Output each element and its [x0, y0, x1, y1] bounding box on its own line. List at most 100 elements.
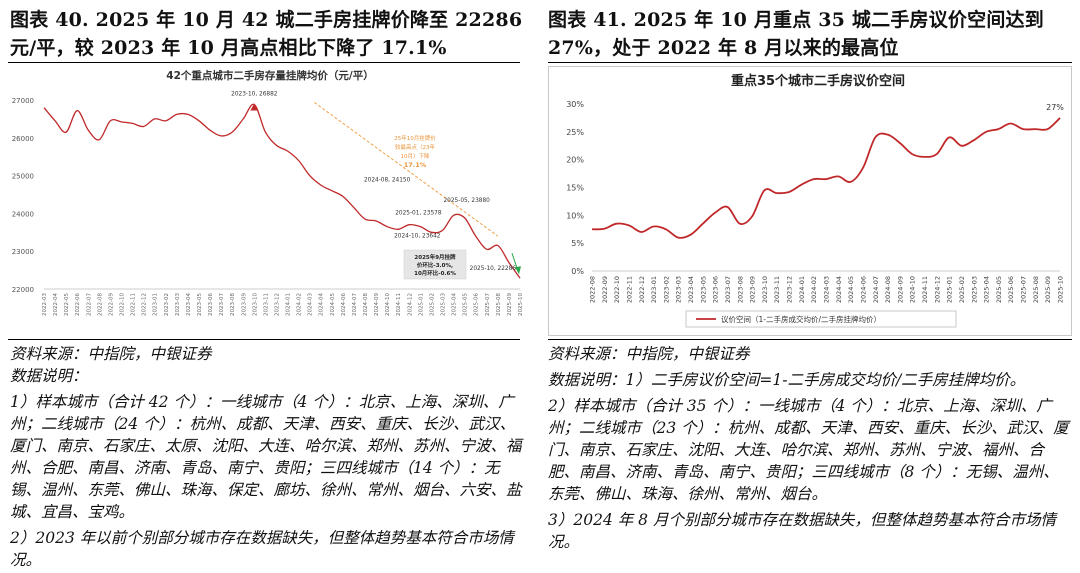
x-tick-label: 2024-01 — [798, 276, 806, 303]
x-tick-label: 2023-01 — [650, 276, 658, 303]
callout-box — [403, 249, 467, 280]
x-tick-label: 2023-09 — [241, 293, 247, 316]
x-tick-label: 2023-08 — [736, 276, 744, 303]
x-tick-label: 2022-03 — [42, 293, 48, 316]
x-tick-label: 2024-11 — [921, 276, 929, 303]
x-tick-label: 2024-12 — [407, 293, 413, 316]
note-right-2: 2）样本城市（合计 35 个）：一线城市（4 个）：北京、上海、深圳、广州；二线… — [548, 397, 1069, 503]
x-tick-label: 2024-03 — [308, 293, 314, 316]
x-tick-label: 2024-01 — [286, 293, 292, 316]
callout-box-line: 2025年9月挂牌 — [414, 253, 456, 261]
callout-box-line: 价环比-3.0%, — [417, 261, 453, 269]
source-left: 资料来源：中指院，中银证券 — [10, 345, 212, 363]
figure-title-right: 图表 41. 2025 年 10 月重点 35 城二手房议价空间达到 27%，处… — [548, 9, 1044, 59]
x-tick-label: 2025-01 — [418, 293, 424, 316]
x-tick-label: 2024-06 — [341, 293, 347, 316]
y-tick-label: 15% — [566, 184, 584, 193]
x-tick-label: 2025-05 — [463, 293, 469, 316]
x-tick-label: 2023-06 — [712, 276, 720, 303]
x-tick-label: 2023-04 — [687, 276, 695, 303]
x-tick-label: 2022-06 — [75, 293, 81, 316]
x-tick-label: 2025-09 — [507, 293, 513, 316]
x-tick-label: 2022-05 — [64, 293, 70, 316]
x-tick-label: 2022-08 — [589, 276, 597, 303]
x-tick-label: 2023-11 — [263, 293, 269, 316]
x-tick-label: 2022-12 — [142, 293, 148, 316]
y-tick-label: 30% — [566, 100, 584, 109]
x-tick-label: 2023-05 — [197, 293, 203, 316]
green-arrow-head — [515, 266, 521, 275]
x-tick-label: 2024-02 — [297, 293, 303, 316]
point-label: 2024-08, 24150 — [364, 178, 411, 184]
x-tick-label: 2025-07 — [485, 293, 491, 316]
x-tick-label: 2023-12 — [786, 276, 794, 303]
x-tick-label: 2025-02 — [958, 276, 966, 303]
figure-title-left: 图表 40. 2025 年 10 月 42 城二手房挂牌价降至 22286 元/… — [10, 9, 523, 59]
x-tick-label: 2024-06 — [859, 276, 867, 303]
y-tick-label: 22000 — [12, 286, 34, 294]
x-tick-label: 2024-07 — [872, 276, 880, 303]
note-right-1: 数据说明：1）二手房议价空间=1-二手房成交均价/二手房挂牌均价。 — [548, 371, 1026, 389]
callout-orange-line: 25年10月挂牌价 — [394, 134, 436, 142]
note-right-3: 3）2024 年 8 月个别部分城市存在数据缺失，但整体趋势基本符合市场情况。 — [548, 511, 1056, 551]
series-line — [591, 117, 1061, 239]
x-tick-label: 2024-02 — [810, 276, 818, 303]
x-tick-label: 2024-10 — [385, 293, 391, 316]
x-tick-label: 2025-07 — [1020, 276, 1028, 303]
x-tick-label: 2025-03 — [970, 276, 978, 303]
legend-label: 议价空间（1-二手房成交均价/二手房挂牌均价） — [721, 314, 881, 324]
x-tick-label: 2023-01 — [153, 293, 159, 316]
notes-right: 资料来源：中指院，中银证券 数据说明：1）二手房议价空间=1-二手房成交均价/二… — [548, 343, 1072, 553]
x-tick-label: 2025-08 — [1032, 276, 1040, 303]
x-tick-label: 2025-01 — [946, 276, 954, 303]
notes-heading-left: 数据说明： — [10, 367, 88, 385]
x-tick-label: 2023-02 — [164, 293, 170, 316]
y-tick-label: 26000 — [12, 135, 34, 143]
x-tick-label: 2023-09 — [749, 276, 757, 303]
peak-marker — [250, 103, 259, 111]
y-tick-label: 27000 — [12, 97, 34, 105]
x-tick-label: 2024-05 — [330, 293, 336, 316]
chart-right-svg: 重点35个城市二手房议价空间 0% 5% 10% 15% 20% 25% 30% 2022-08… — [548, 66, 1072, 336]
x-tick-label: 2024-11 — [396, 293, 402, 316]
x-tick-label: 2024-09 — [896, 276, 904, 303]
y-tick-label: 5% — [571, 239, 584, 248]
x-tick-label: 2023-05 — [699, 276, 707, 303]
y-tick-label: 0% — [571, 267, 584, 276]
x-tick-label: 2023-02 — [662, 276, 670, 303]
x-tick-label: 2024-09 — [374, 293, 380, 316]
x-tick-label: 2022-04 — [53, 293, 59, 316]
x-tick-label: 2024-04 — [319, 293, 325, 316]
x-tick-label: 2025-03 — [441, 293, 447, 316]
end-value-label: 27% — [1046, 103, 1064, 112]
callout-box-line: 10月环比-0.6% — [414, 269, 456, 277]
trend-dashed-line — [314, 102, 499, 237]
point-label: 2024-10, 23642 — [394, 234, 441, 240]
x-tick-label: 2025-09 — [1044, 276, 1052, 303]
x-tick-label: 2023-03 — [175, 293, 181, 316]
x-tick-label: 2022-09 — [601, 276, 609, 303]
x-tick-label: 2024-08 — [884, 276, 892, 303]
x-tick-label: 2025-06 — [474, 293, 480, 316]
point-label: 2025-10, 22286 — [470, 266, 517, 272]
point-label: 2025-05, 23880 — [443, 198, 490, 204]
callout-orange-line: 17.1% — [404, 161, 427, 169]
x-tick-label: 2024-05 — [847, 276, 855, 303]
x-tick-label: 2022-11 — [625, 276, 633, 303]
chart-left: 42个重点城市二手房存量挂牌均价（元/平） 22000 23000 24000 2500… — [12, 62, 527, 337]
x-tick-label: 2023-11 — [773, 276, 781, 303]
x-tick-label: 2025-06 — [1007, 276, 1015, 303]
y-tick-label: 20% — [566, 156, 584, 165]
title-rule-left — [8, 62, 520, 63]
y-tick-label: 25% — [566, 128, 584, 137]
x-tick-label: 2024-03 — [823, 276, 831, 303]
x-tick-label: 2023-06 — [208, 293, 214, 316]
callout-orange-line: 10月）下降 — [401, 152, 430, 160]
point-label: 2025-01, 23578 — [395, 211, 442, 217]
x-tick-label: 2023-07 — [219, 293, 225, 316]
callout-orange-line: 较最高点（23年 — [395, 143, 435, 151]
y-tick-label: 25000 — [12, 173, 34, 181]
legend-box — [685, 310, 957, 328]
point-label: 2023-10, 26882 — [231, 91, 278, 97]
x-tick-label: 2023-12 — [274, 293, 280, 316]
